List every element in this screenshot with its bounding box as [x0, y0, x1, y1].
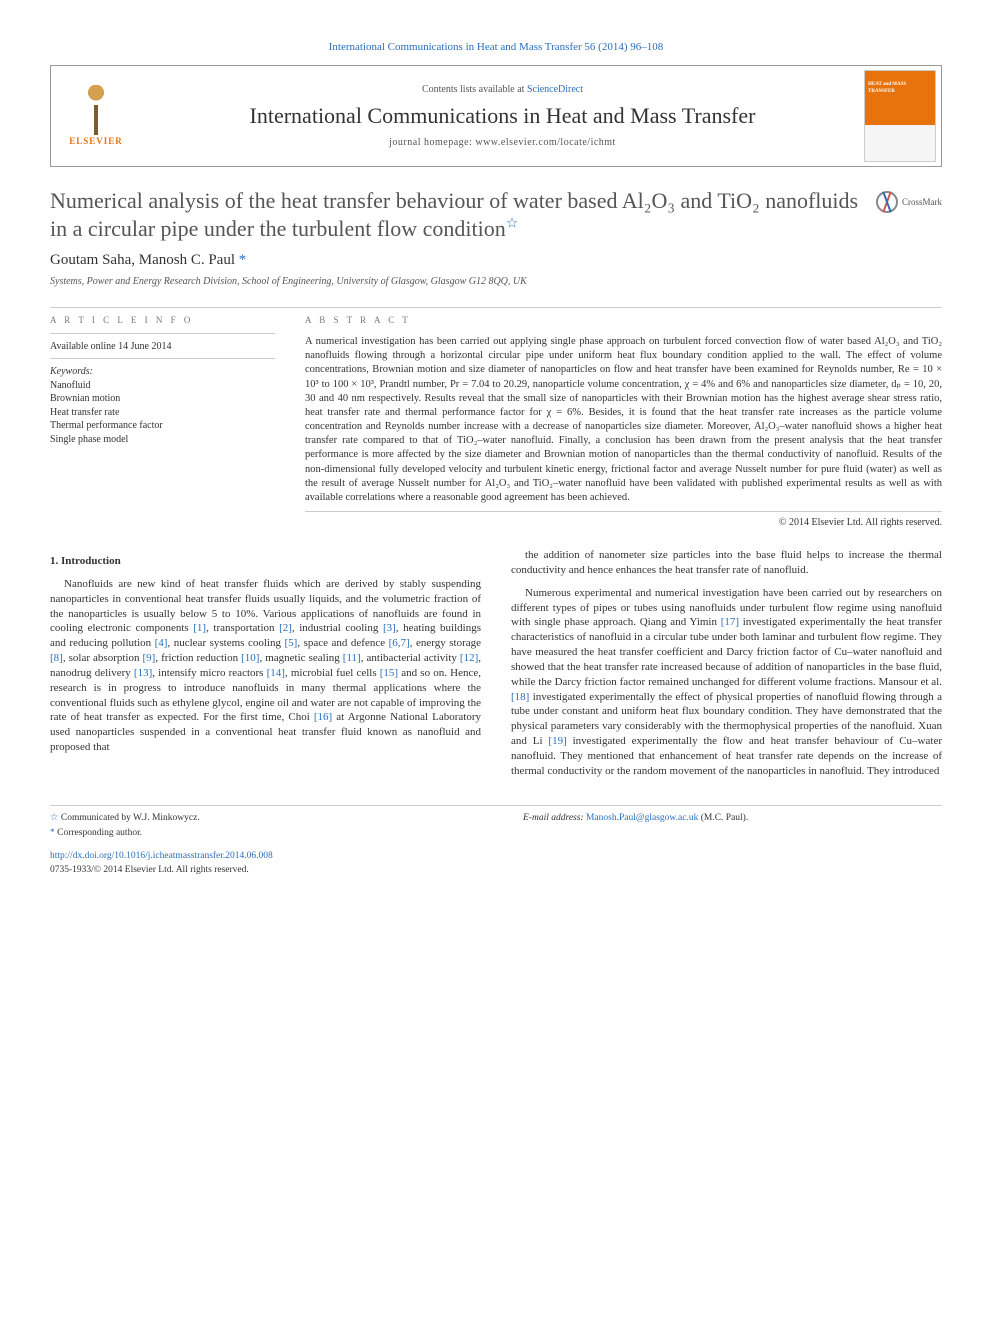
keyword-item: Heat transfer rate — [50, 406, 275, 420]
corresponding-marker: * — [239, 252, 247, 268]
elsevier-logo: ELSEVIER — [51, 61, 141, 171]
title-footnote-marker: ☆ — [506, 217, 519, 232]
ref-link[interactable]: [17] — [721, 616, 739, 628]
footer: http://dx.doi.org/10.1016/j.icheatmasstr… — [50, 850, 942, 877]
abstract-text: A numerical investigation has been carri… — [305, 335, 942, 505]
ref-link[interactable]: [4] — [155, 637, 168, 649]
ref-link[interactable]: [10] — [241, 652, 259, 664]
footnote-corresponding: * Corresponding author. — [50, 827, 481, 840]
ref-link[interactable]: [18] — [511, 691, 529, 703]
ref-link[interactable]: [13] — [134, 667, 152, 679]
keyword-item: Brownian motion — [50, 392, 275, 406]
abstract-copyright: © 2014 Elsevier Ltd. All rights reserved… — [305, 511, 942, 530]
keywords-list: Nanofluid Brownian motion Heat transfer … — [50, 379, 275, 447]
authors-text: Goutam Saha, Manosh C. Paul — [50, 252, 235, 268]
footnote-asterisk-icon: * — [50, 828, 55, 838]
body-paragraph: Nanofluids are new kind of heat transfer… — [50, 577, 481, 755]
body-paragraph: Numerous experimental and numerical inve… — [511, 586, 942, 779]
ref-link[interactable]: [2] — [279, 622, 292, 634]
ref-link[interactable]: [5] — [284, 637, 297, 649]
ref-link[interactable]: [6,7] — [389, 637, 410, 649]
body-columns: 1. Introduction Nanofluids are new kind … — [50, 548, 942, 787]
article-title: Numerical analysis of the heat transfer … — [50, 187, 876, 242]
issn-line: 0735-1933/© 2014 Elsevier Ltd. All right… — [50, 864, 942, 877]
crossmark-label: CrossMark — [902, 196, 942, 209]
ref-link[interactable]: [12] — [460, 652, 478, 664]
keyword-item: Single phase model — [50, 433, 275, 447]
ref-link[interactable]: [3] — [383, 622, 396, 634]
crossmark-icon — [876, 191, 898, 213]
ref-link[interactable]: [1] — [193, 622, 206, 634]
ref-link[interactable]: [8] — [50, 652, 63, 664]
journal-cover-thumbnail — [864, 70, 936, 162]
top-citation-link[interactable]: International Communications in Heat and… — [329, 41, 664, 53]
contents-line: Contents lists available at ScienceDirec… — [151, 83, 854, 97]
keyword-item: Nanofluid — [50, 379, 275, 393]
footnote-email: E-mail address: Manosh.Paul@glasgow.ac.u… — [511, 812, 942, 825]
footnote-star-icon: ☆ — [50, 813, 59, 823]
homepage-url[interactable]: www.elsevier.com/locate/ichmt — [475, 137, 615, 148]
authors: Goutam Saha, Manosh C. Paul * — [50, 250, 942, 271]
article-info-label: A R T I C L E I N F O — [50, 314, 275, 327]
abstract-label: A B S T R A C T — [305, 314, 942, 327]
footnotes: ☆ Communicated by W.J. Minkowycz. * Corr… — [50, 805, 942, 841]
ref-link[interactable]: [16] — [314, 711, 332, 723]
keywords-label: Keywords: — [50, 365, 275, 379]
ref-link[interactable]: [15] — [380, 667, 398, 679]
footnote-communicated: ☆ Communicated by W.J. Minkowycz. — [50, 812, 481, 825]
journal-homepage: journal homepage: www.elsevier.com/locat… — [151, 136, 854, 150]
ref-link[interactable]: [9] — [143, 652, 156, 664]
journal-header: ELSEVIER Contents lists available at Sci… — [50, 65, 942, 167]
affiliation: Systems, Power and Energy Research Divis… — [50, 275, 942, 289]
ref-link[interactable]: [11] — [343, 652, 361, 664]
article-title-text: Numerical analysis of the heat transfer … — [50, 188, 858, 241]
body-paragraph: the addition of nanometer size particles… — [511, 548, 942, 578]
article-info-box: A R T I C L E I N F O Available online 1… — [50, 314, 275, 530]
homepage-prefix: journal homepage: — [389, 137, 475, 148]
meta-columns: A R T I C L E I N F O Available online 1… — [50, 307, 942, 530]
top-citation: International Communications in Heat and… — [50, 40, 942, 55]
keyword-item: Thermal performance factor — [50, 419, 275, 433]
available-online: Available online 14 June 2014 — [50, 340, 275, 354]
section-heading-intro: 1. Introduction — [50, 554, 481, 569]
article-title-row: Numerical analysis of the heat transfer … — [50, 187, 942, 242]
crossmark-badge[interactable]: CrossMark — [876, 191, 942, 213]
abstract-box: A B S T R A C T A numerical investigatio… — [305, 314, 942, 530]
ref-link[interactable]: [14] — [267, 667, 285, 679]
journal-title: International Communications in Heat and… — [151, 101, 854, 132]
contents-prefix: Contents lists available at — [422, 84, 527, 95]
elsevier-label: ELSEVIER — [69, 135, 123, 148]
sciencedirect-link[interactable]: ScienceDirect — [527, 84, 583, 95]
elsevier-tree-icon — [76, 85, 116, 135]
ref-link[interactable]: [19] — [548, 735, 566, 747]
header-center: Contents lists available at ScienceDirec… — [141, 78, 864, 155]
doi-link[interactable]: http://dx.doi.org/10.1016/j.icheatmasstr… — [50, 850, 942, 863]
email-link[interactable]: Manosh.Paul@glasgow.ac.uk — [586, 813, 698, 823]
